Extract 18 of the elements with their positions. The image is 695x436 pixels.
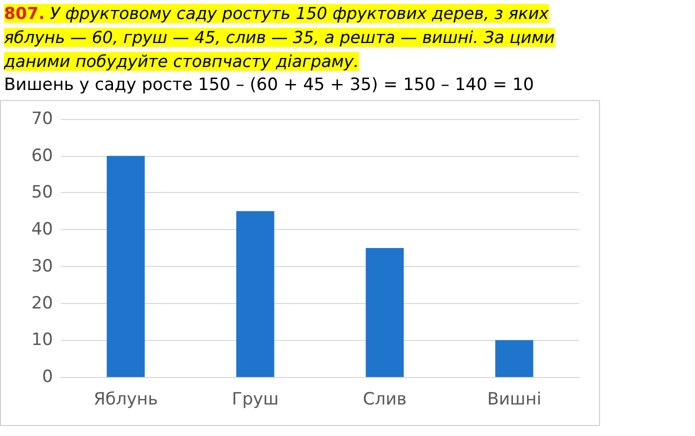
y-tick-label: 50 [31,182,53,203]
y-tick-label: 40 [31,220,53,240]
y-tick-label: 10 [31,330,53,350]
y-tick-label: 20 [31,293,53,314]
bar [366,248,404,377]
bar [106,156,145,377]
y-tick-label: 60 [31,146,53,166]
bar [236,211,274,377]
x-tick-label: Вишні [487,390,542,410]
x-tick-label: Груш [232,390,279,410]
y-tick-label: 0 [42,367,53,387]
x-tick-label: Яблунь [94,390,158,410]
bar [495,340,534,377]
y-tick-label: 30 [31,256,53,276]
y-tick-label: 70 [31,109,53,129]
chart-title: 807. У фруктовому саду ростуть 150 фруктових дерев, з яких яблунь — 60, груш — 45, слив — 35, а решта — вишні. За цими даними побудуйте стовпчасту діаграму. [4,4,555,71]
chart-subtitle: Вишень у саду росте 150 – (60 + 45 + 35) = 150 – 140 = 10 [4,75,534,95]
x-tick-label: Слив [362,390,407,410]
